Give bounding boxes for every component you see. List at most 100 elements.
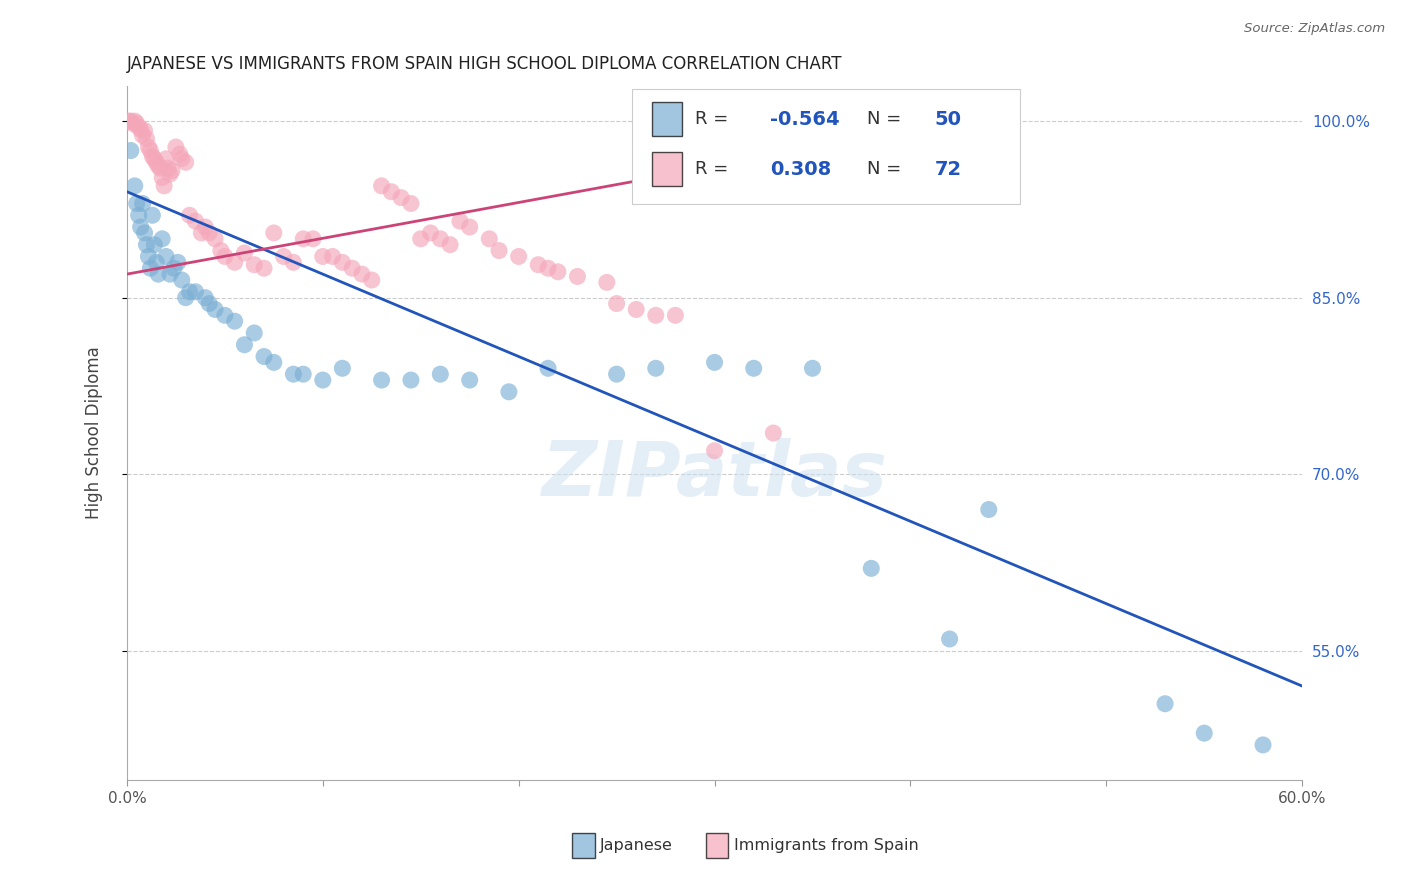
Point: [153, 178, 176, 193]
Point: [125, 196, 148, 211]
Point: [302, 232, 325, 246]
Point: [243, 258, 266, 272]
Text: Immigrants from Spain: Immigrants from Spain: [734, 838, 918, 853]
Point: [409, 232, 432, 246]
Point: [145, 255, 167, 269]
Point: [429, 367, 451, 381]
Point: [118, 114, 141, 128]
Point: [312, 373, 335, 387]
Point: [159, 267, 181, 281]
Point: [131, 196, 153, 211]
Point: [527, 258, 550, 272]
Point: [292, 232, 315, 246]
Point: [567, 269, 589, 284]
Point: [184, 214, 207, 228]
Point: [596, 276, 619, 290]
Point: [190, 226, 212, 240]
Point: [283, 255, 305, 269]
Point: [606, 296, 628, 310]
Point: [332, 361, 354, 376]
Text: JAPANESE VS IMMIGRANTS FROM SPAIN HIGH SCHOOL DIPLOMA CORRELATION CHART: JAPANESE VS IMMIGRANTS FROM SPAIN HIGH S…: [127, 55, 842, 73]
Point: [370, 178, 392, 193]
Point: [170, 273, 193, 287]
Point: [150, 170, 173, 185]
Point: [209, 244, 232, 258]
FancyBboxPatch shape: [652, 103, 682, 136]
Point: [124, 178, 146, 193]
Point: [801, 361, 824, 376]
Point: [1154, 697, 1177, 711]
Point: [360, 273, 382, 287]
Point: [163, 261, 186, 276]
Point: [439, 237, 461, 252]
Point: [350, 267, 373, 281]
Point: [214, 308, 236, 322]
Point: [292, 367, 315, 381]
Point: [458, 220, 481, 235]
Point: [179, 285, 201, 299]
Point: [263, 226, 285, 240]
Text: 72: 72: [935, 160, 962, 178]
Point: [124, 114, 146, 128]
Point: [138, 250, 160, 264]
Text: 0.308: 0.308: [770, 160, 831, 178]
Text: Japanese: Japanese: [600, 838, 673, 853]
Point: [742, 361, 765, 376]
Point: [508, 250, 530, 264]
Point: [150, 232, 173, 246]
Point: [399, 373, 422, 387]
Point: [488, 244, 510, 258]
Point: [149, 161, 172, 176]
Point: [860, 561, 883, 575]
Text: -0.564: -0.564: [770, 110, 839, 128]
Point: [135, 132, 157, 146]
Y-axis label: High School Diploma: High School Diploma: [86, 347, 103, 519]
Point: [134, 123, 156, 137]
Point: [340, 261, 363, 276]
Point: [135, 237, 157, 252]
Point: [537, 361, 560, 376]
Point: [644, 361, 666, 376]
Point: [120, 114, 142, 128]
Point: [224, 314, 246, 328]
Text: Source: ZipAtlas.com: Source: ZipAtlas.com: [1244, 22, 1385, 36]
Point: [169, 147, 191, 161]
Point: [664, 308, 686, 322]
Point: [644, 308, 666, 322]
Text: ZIPatlas: ZIPatlas: [541, 438, 887, 512]
Point: [498, 384, 520, 399]
Point: [624, 302, 647, 317]
Point: [129, 220, 152, 235]
Point: [458, 373, 481, 387]
Point: [332, 255, 354, 269]
Point: [1194, 726, 1216, 740]
FancyBboxPatch shape: [652, 153, 682, 186]
Point: [129, 122, 152, 136]
Point: [165, 140, 187, 154]
Point: [537, 261, 560, 276]
Point: [198, 296, 221, 310]
Point: [121, 116, 143, 130]
Point: [159, 167, 181, 181]
Point: [977, 502, 1000, 516]
Point: [253, 261, 276, 276]
Point: [120, 144, 142, 158]
Point: [1251, 738, 1274, 752]
Point: [139, 144, 162, 158]
Point: [179, 208, 201, 222]
Point: [143, 152, 166, 166]
Point: [606, 367, 628, 381]
FancyBboxPatch shape: [633, 89, 1021, 204]
Point: [131, 128, 153, 143]
Point: [141, 208, 163, 222]
Point: [253, 350, 276, 364]
Point: [762, 425, 785, 440]
Point: [155, 152, 177, 166]
Point: [160, 163, 183, 178]
Point: [399, 196, 422, 211]
Point: [243, 326, 266, 340]
Point: [204, 302, 226, 317]
Point: [139, 261, 162, 276]
Point: [380, 185, 402, 199]
Point: [938, 632, 960, 646]
